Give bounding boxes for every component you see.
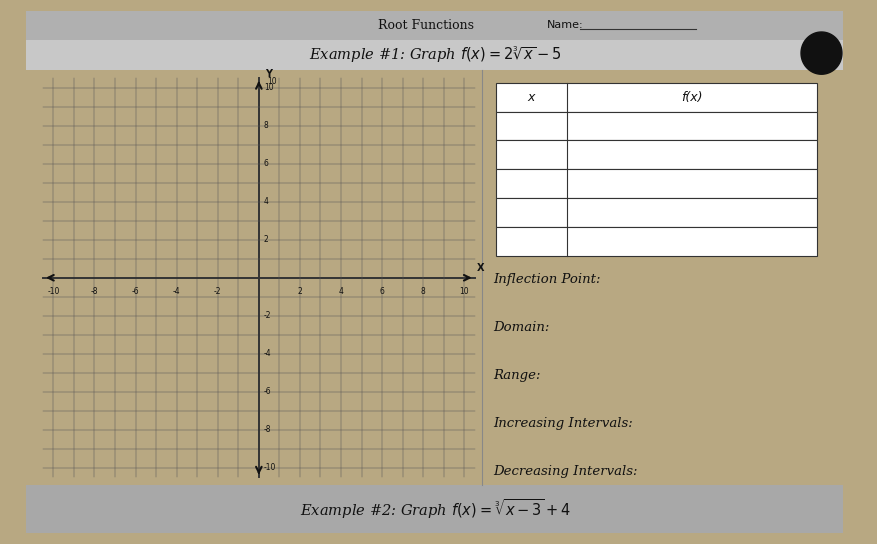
Polygon shape [800,32,841,74]
Text: Y: Y [265,69,272,79]
Text: 4: 4 [339,287,343,296]
Text: Inflection Point:: Inflection Point: [493,273,600,286]
Text: -10: -10 [47,287,60,296]
Bar [496,169,816,198]
Text: X: X [476,263,483,273]
Text: Root Functions: Root Functions [378,19,474,32]
Text: 10: 10 [267,77,276,86]
Text: x: x [527,91,534,104]
Bar [496,227,816,256]
Text: 6: 6 [379,287,384,296]
Text: Increasing Intervals:: Increasing Intervals: [493,417,632,430]
Bar [26,485,842,533]
Bar [496,140,816,169]
Text: 8: 8 [420,287,425,296]
Bar [496,198,816,227]
Text: -6: -6 [264,387,271,397]
Text: Name:: Name: [546,20,583,30]
Text: 4: 4 [264,197,268,206]
Text: -10: -10 [264,463,276,472]
Text: Example #2: Graph $f(x) = \sqrt[3]{x-3} + 4$: Example #2: Graph $f(x) = \sqrt[3]{x-3} … [300,497,570,521]
Text: Range:: Range: [493,369,540,382]
Text: 10: 10 [459,287,468,296]
Text: -8: -8 [264,425,271,435]
Text: 6: 6 [264,159,268,168]
Text: -6: -6 [132,287,139,296]
Text: f(x): f(x) [681,91,702,104]
Text: -4: -4 [264,349,271,358]
Text: Domain:: Domain: [493,321,549,334]
Text: -2: -2 [264,311,271,320]
Text: -4: -4 [173,287,181,296]
Bar [496,112,816,140]
Text: 10: 10 [264,83,274,92]
Text: 8: 8 [264,121,268,130]
Text: 2: 2 [297,287,302,296]
Text: Decreasing Intervals:: Decreasing Intervals: [493,465,637,478]
Bar [26,40,842,70]
Text: -2: -2 [214,287,221,296]
Bar [496,83,816,112]
Text: Example #1: Graph $f(x) = 2\sqrt[3]{x} - 5$: Example #1: Graph $f(x) = 2\sqrt[3]{x} -… [309,45,561,65]
Bar [26,11,842,40]
Text: -8: -8 [90,287,98,296]
Text: 2: 2 [264,235,268,244]
